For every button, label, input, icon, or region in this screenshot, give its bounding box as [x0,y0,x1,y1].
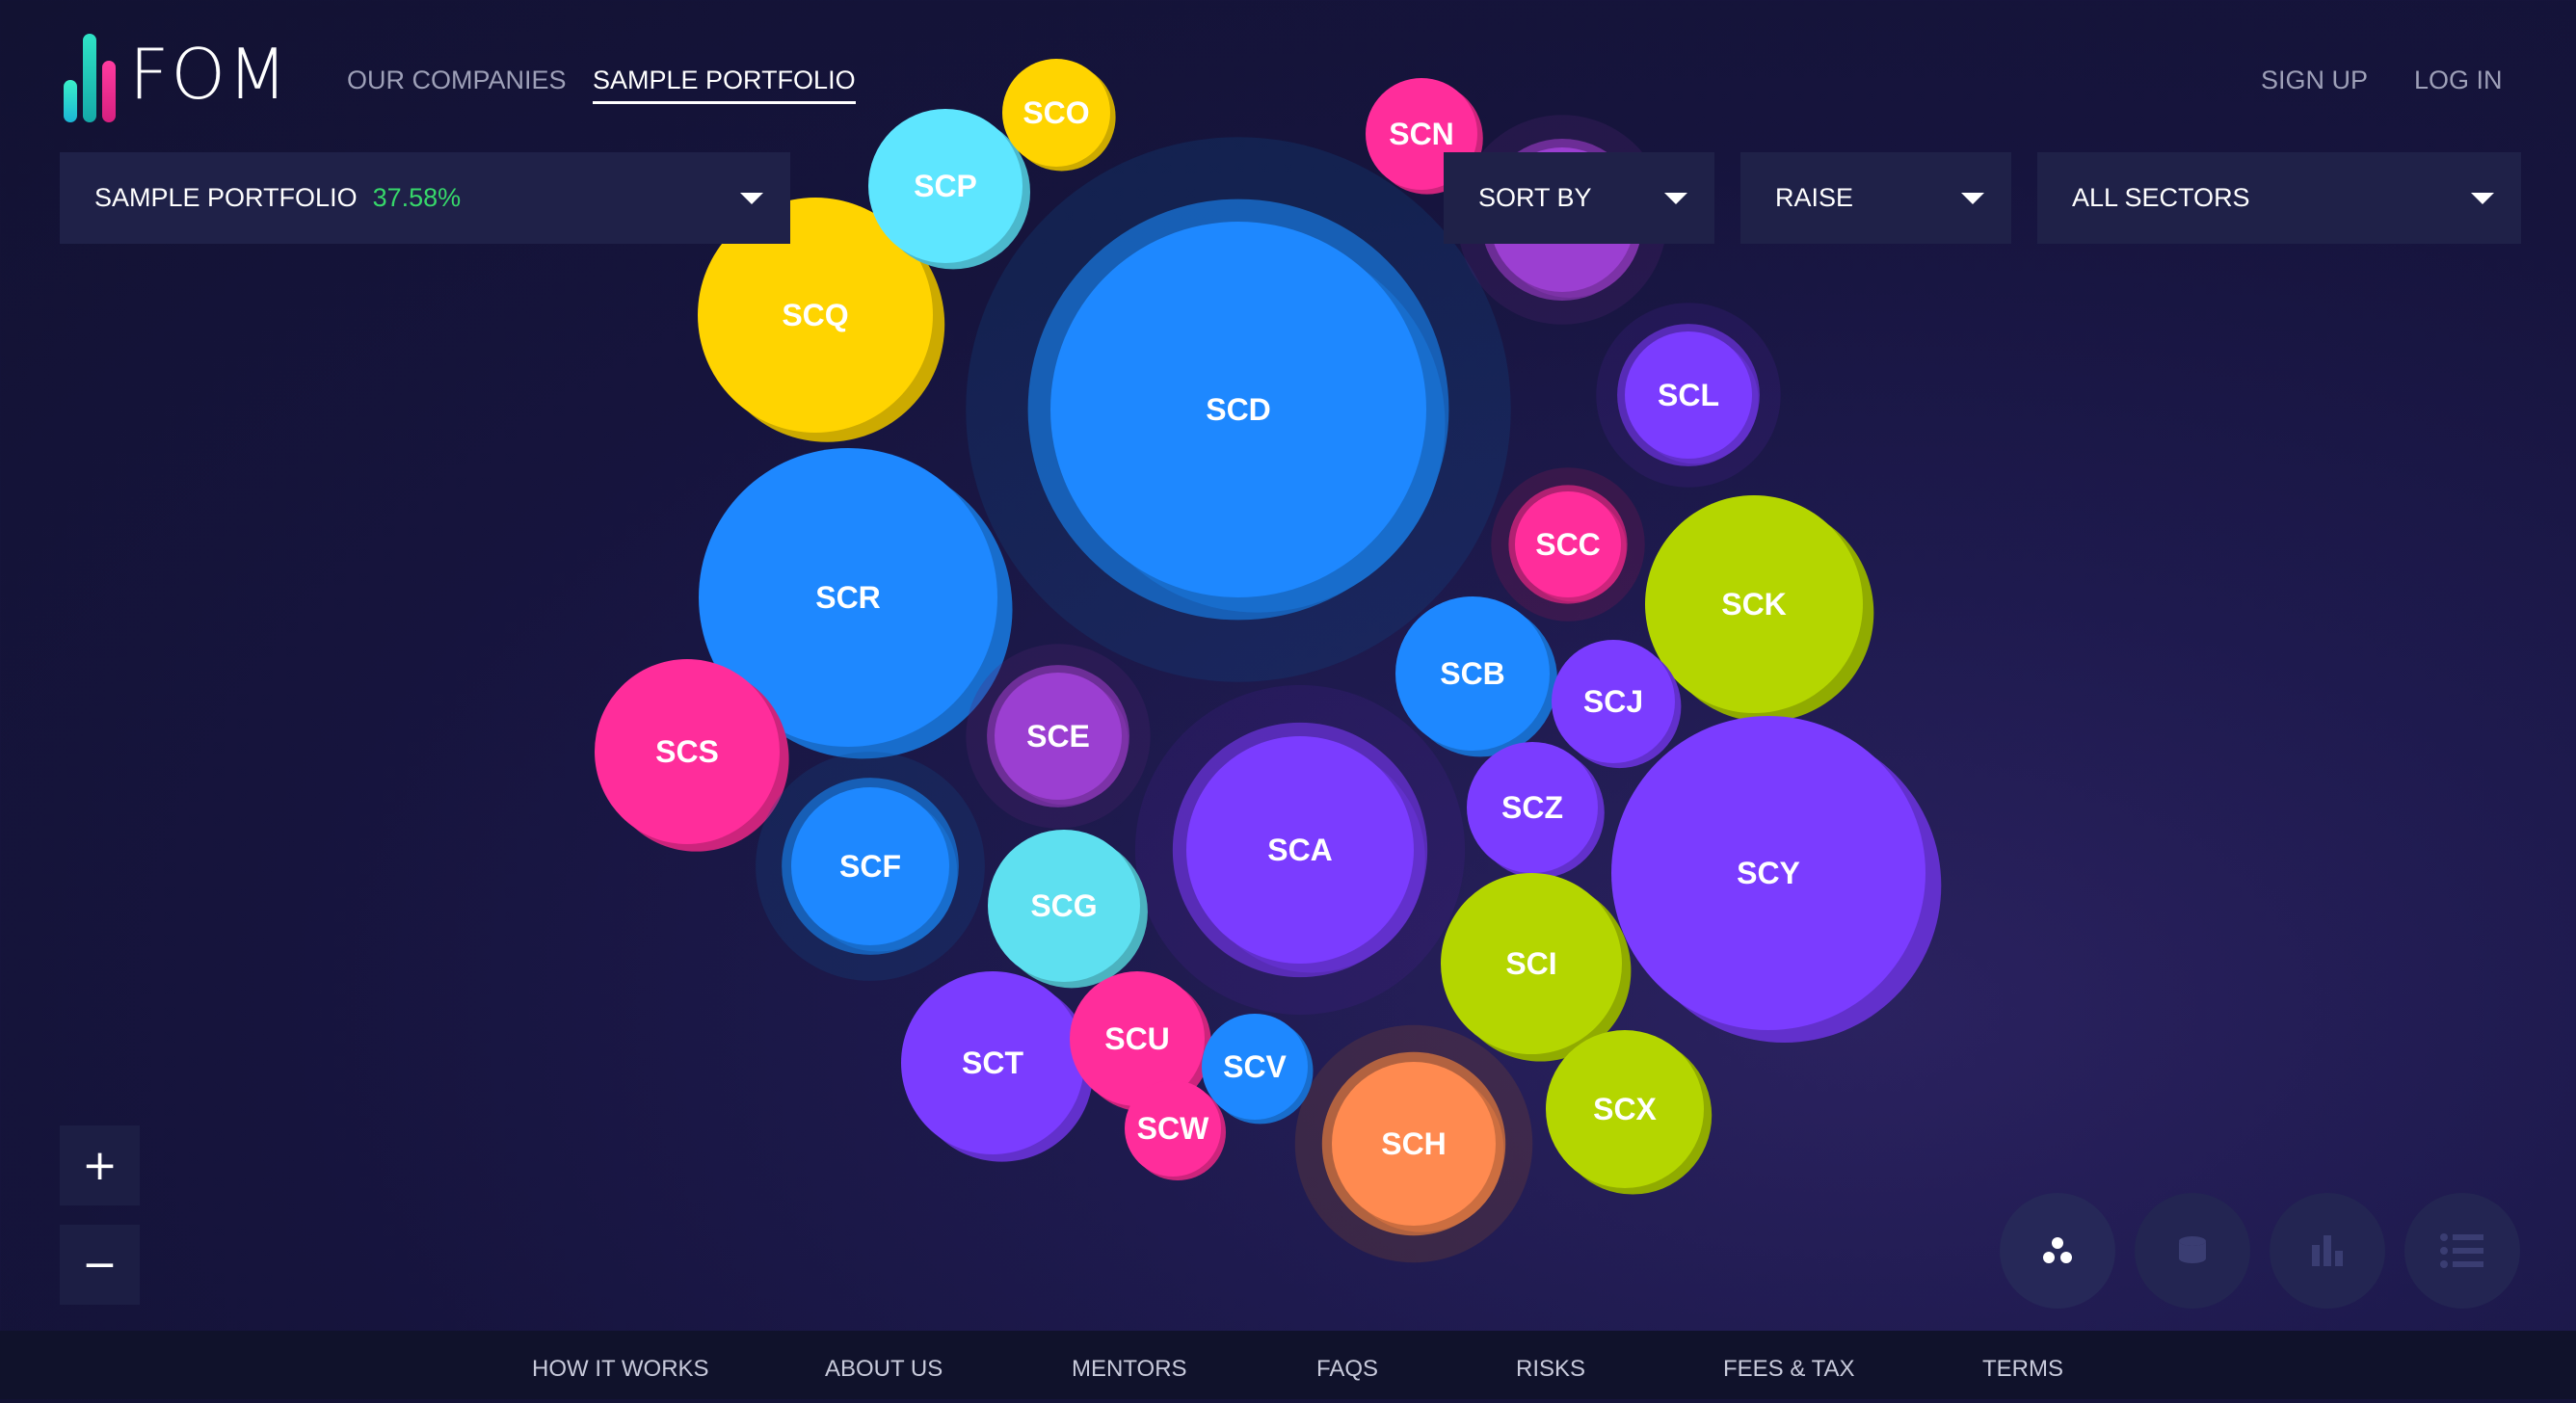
company-bubble-scb[interactable]: SCB [1395,596,1557,757]
bubble-label: SCB [1440,656,1505,691]
company-bubble-scg[interactable]: SCG [988,830,1148,989]
bubble-label: SCV [1223,1049,1287,1084]
chevron-down-icon [1961,193,1984,204]
company-bubble-sco[interactable]: SCO [1002,59,1116,172]
database-icon [2179,1236,2206,1263]
company-bubble-scc[interactable]: SCC [1491,467,1645,622]
footer-how-it-works[interactable]: HOW IT WORKS [532,1356,709,1382]
company-bubble-scs[interactable]: SCS [595,659,789,852]
bubble-label: SCG [1030,888,1097,923]
footer-mentors[interactable]: MENTORS [1072,1356,1187,1382]
bubble-label: SCQ [782,298,848,332]
company-bubble-sct[interactable]: SCT [901,971,1094,1162]
portfolio-select-label: SAMPLE PORTFOLIO [94,183,358,212]
bubble-label: SCJ [1583,684,1643,719]
bubble-label: SCC [1535,527,1601,562]
bubble-label: SCZ [1501,790,1563,825]
footer: HOW IT WORKS ABOUT US MENTORS FAQS RISKS… [0,1331,2576,1399]
sign-up-link[interactable]: SIGN UP [2261,66,2369,94]
bubble-label: SCR [815,580,881,615]
company-bubble-scy[interactable]: SCY [1611,716,1942,1044]
bubble-label: SCT [962,1046,1023,1080]
nav-sample-portfolio[interactable]: SAMPLE PORTFOLIO [593,66,856,104]
logo-bars-icon [60,26,120,122]
chevron-down-icon [2471,193,2494,204]
company-bubble-sci[interactable]: SCI [1441,873,1632,1062]
bubble-label: SCI [1505,946,1556,981]
log-in-link[interactable]: LOG IN [2414,66,2503,94]
bubble-label: SCU [1104,1021,1170,1056]
footer-fees-tax[interactable]: FEES & TAX [1723,1356,1855,1382]
footer-faqs[interactable]: FAQS [1316,1356,1379,1382]
list-view-button[interactable] [2404,1193,2520,1309]
company-bubble-sce[interactable]: SCE [966,644,1151,829]
company-bubble-scp[interactable]: SCP [868,109,1030,270]
portfolio-select[interactable]: SAMPLE PORTFOLIO 37.58% [60,152,790,244]
footer-terms[interactable]: TERMS [1982,1356,2063,1382]
company-bubble-scf[interactable]: SCF [756,752,985,981]
company-bubble-scd[interactable]: SCD [966,137,1511,682]
brand-name: FOM [129,34,290,115]
bubble-label: SCA [1267,833,1333,867]
footer-about-us[interactable]: ABOUT US [825,1356,943,1382]
database-view-button[interactable] [2135,1193,2250,1309]
bubble-label: SCF [839,849,901,884]
bubble-label: SCY [1737,856,1800,890]
bar-chart-view-button[interactable] [2270,1193,2385,1309]
sort-by-label: SORT BY [1478,183,1592,212]
sectors-label: ALL SECTORS [2072,183,2250,212]
company-bubble-scu[interactable]: SCU [1070,971,1211,1112]
company-bubble-scx[interactable]: SCX [1546,1030,1713,1195]
company-bubble-scw[interactable]: SCW [1125,1080,1226,1180]
bubble-label: SCX [1593,1092,1657,1126]
raise-select[interactable]: RAISE [1740,152,2011,244]
list-icon [2440,1233,2483,1268]
bubble-view-button[interactable] [2000,1193,2115,1309]
company-bubble-scr[interactable]: SCR [699,448,1013,759]
zoom-in-button[interactable]: + [60,1125,140,1205]
bubble-label: SCL [1658,378,1719,412]
sort-by-select[interactable]: SORT BY [1444,152,1714,244]
bubble-label: SCE [1026,719,1090,754]
company-bubble-sch[interactable]: SCH [1294,1024,1533,1263]
sectors-select[interactable]: ALL SECTORS [2037,152,2521,244]
zoom-out-button[interactable]: − [60,1225,140,1305]
company-bubble-scz[interactable]: SCZ [1467,742,1605,879]
company-bubble-sca[interactable]: SCA [1134,684,1466,1016]
bubble-label: SCH [1381,1126,1447,1161]
bubble-label: SCK [1721,587,1787,622]
raise-label: RAISE [1775,183,1854,212]
portfolio-change: 37.58% [372,183,462,212]
bubble-label: SCN [1389,117,1454,151]
nav-our-companies[interactable]: OUR COMPANIES [347,66,567,94]
bar-chart-icon [2312,1235,2343,1266]
company-bubble-scl[interactable]: SCL [1596,303,1781,488]
bubble-label: SCP [914,169,977,203]
bubble-cluster-icon [2043,1237,2072,1263]
company-bubble-scj[interactable]: SCJ [1552,640,1682,769]
fom-logo[interactable]: FOM [60,21,289,127]
bubble-label: SCW [1137,1111,1209,1146]
bubble-label: SCD [1206,392,1271,427]
chevron-down-icon [740,193,763,204]
top-navigation: FOM OUR COMPANIES SAMPLE PORTFOLIO SIGN … [0,0,2576,154]
company-bubble-scq[interactable]: SCQ [698,198,945,442]
company-bubble-scv[interactable]: SCV [1202,1014,1314,1125]
bubble-label: SCO [1022,95,1089,130]
footer-risks[interactable]: RISKS [1516,1356,1586,1382]
company-bubble-sck[interactable]: SCK [1645,495,1874,723]
chevron-down-icon [1664,193,1687,204]
bubble-label: SCS [655,734,719,769]
